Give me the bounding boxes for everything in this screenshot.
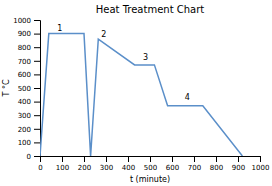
tick-label: 100 bbox=[56, 164, 69, 172]
x-axis-title: t (minute) bbox=[130, 175, 170, 184]
tick-mark bbox=[34, 61, 40, 62]
tick: 700 bbox=[18, 58, 40, 66]
tick-mark bbox=[34, 47, 40, 48]
tick-label: 200 bbox=[18, 126, 31, 134]
tick-mark bbox=[34, 88, 40, 89]
tick-label: 1000 bbox=[13, 17, 31, 25]
tick-mark bbox=[34, 129, 40, 130]
tick-mark bbox=[34, 34, 40, 35]
tick-mark bbox=[34, 115, 40, 116]
annotation: 2 bbox=[101, 30, 106, 39]
tick-mark bbox=[106, 156, 107, 162]
tick-mark bbox=[34, 142, 40, 143]
tick-label: 700 bbox=[18, 58, 31, 66]
tick-label: 100 bbox=[18, 139, 31, 147]
annotation: 1 bbox=[57, 24, 62, 33]
tick: 1000 bbox=[13, 17, 40, 25]
tick-mark bbox=[194, 156, 195, 162]
tick-label: 500 bbox=[144, 164, 157, 172]
tick: 100 bbox=[56, 156, 69, 172]
tick-mark bbox=[34, 74, 40, 75]
tick-mark bbox=[172, 156, 173, 162]
tick-label: 400 bbox=[122, 164, 135, 172]
tick-mark bbox=[34, 20, 40, 21]
y-axis: 0 100 200 300 400 500 600 700 800 900 1000 bbox=[13, 17, 40, 161]
tick: 200 bbox=[78, 156, 91, 172]
tick: 500 bbox=[18, 85, 40, 93]
tick-mark bbox=[150, 156, 151, 162]
axis-line bbox=[34, 21, 41, 157]
tick-label: 0 bbox=[27, 153, 31, 161]
tick-label: 600 bbox=[166, 164, 179, 172]
tick: 200 bbox=[18, 126, 40, 134]
tick-label: 800 bbox=[18, 44, 31, 52]
tick-label: 900 bbox=[18, 30, 31, 38]
tick: 100 bbox=[18, 139, 40, 147]
tick: 600 bbox=[166, 156, 179, 172]
tick: 700 bbox=[188, 156, 201, 172]
tick-mark bbox=[62, 156, 63, 162]
annotations: 1 2 3 4 bbox=[57, 24, 190, 102]
tick: 800 bbox=[210, 156, 223, 172]
tick: 500 bbox=[144, 156, 157, 172]
tick-label: 900 bbox=[232, 164, 245, 172]
plot: 0 100 200 300 400 500 600 700 800 900 1000 0 100 200 3… bbox=[13, 17, 269, 172]
tick: 900 bbox=[232, 156, 245, 172]
chart: 0 100 200 300 400 500 600 700 800 900 1000 0 100 200 3… bbox=[0, 0, 272, 186]
tick-label: 300 bbox=[18, 112, 31, 120]
annotation: 4 bbox=[185, 93, 190, 102]
tick-label: 200 bbox=[78, 164, 91, 172]
tick-mark bbox=[238, 156, 239, 162]
tick-mark bbox=[128, 156, 129, 162]
tick-mark bbox=[216, 156, 217, 162]
tick: 900 bbox=[18, 30, 40, 38]
tick-mark bbox=[34, 156, 40, 157]
tick-label: 800 bbox=[210, 164, 223, 172]
x-axis: 0 100 200 300 400 500 600 700 800 900 1000 bbox=[38, 156, 269, 172]
annotation: 3 bbox=[143, 53, 148, 62]
tick: 800 bbox=[18, 44, 40, 52]
marks bbox=[40, 34, 242, 156]
tick-label: 1000 bbox=[252, 164, 270, 172]
tick-label: 300 bbox=[100, 164, 113, 172]
line bbox=[40, 34, 242, 156]
tick-mark bbox=[260, 156, 261, 162]
tick: 0 bbox=[27, 153, 40, 161]
tick-label: 600 bbox=[18, 71, 31, 79]
tick-label: 700 bbox=[188, 164, 201, 172]
tick-mark bbox=[34, 102, 40, 103]
tick: 1000 bbox=[252, 156, 270, 172]
tick-label: 500 bbox=[18, 85, 31, 93]
tick-mark bbox=[84, 156, 85, 162]
tick-label: 400 bbox=[18, 98, 31, 106]
tick: 400 bbox=[18, 98, 40, 106]
tick-label: 0 bbox=[38, 164, 42, 172]
y-axis-title: T °C bbox=[2, 79, 11, 97]
axis-line bbox=[41, 157, 261, 163]
tick: 400 bbox=[122, 156, 135, 172]
tick: 300 bbox=[18, 112, 40, 120]
tick: 0 bbox=[38, 156, 42, 172]
title: Heat Treatment Chart bbox=[96, 4, 205, 15]
tick: 600 bbox=[18, 71, 40, 79]
tick: 300 bbox=[100, 156, 113, 172]
